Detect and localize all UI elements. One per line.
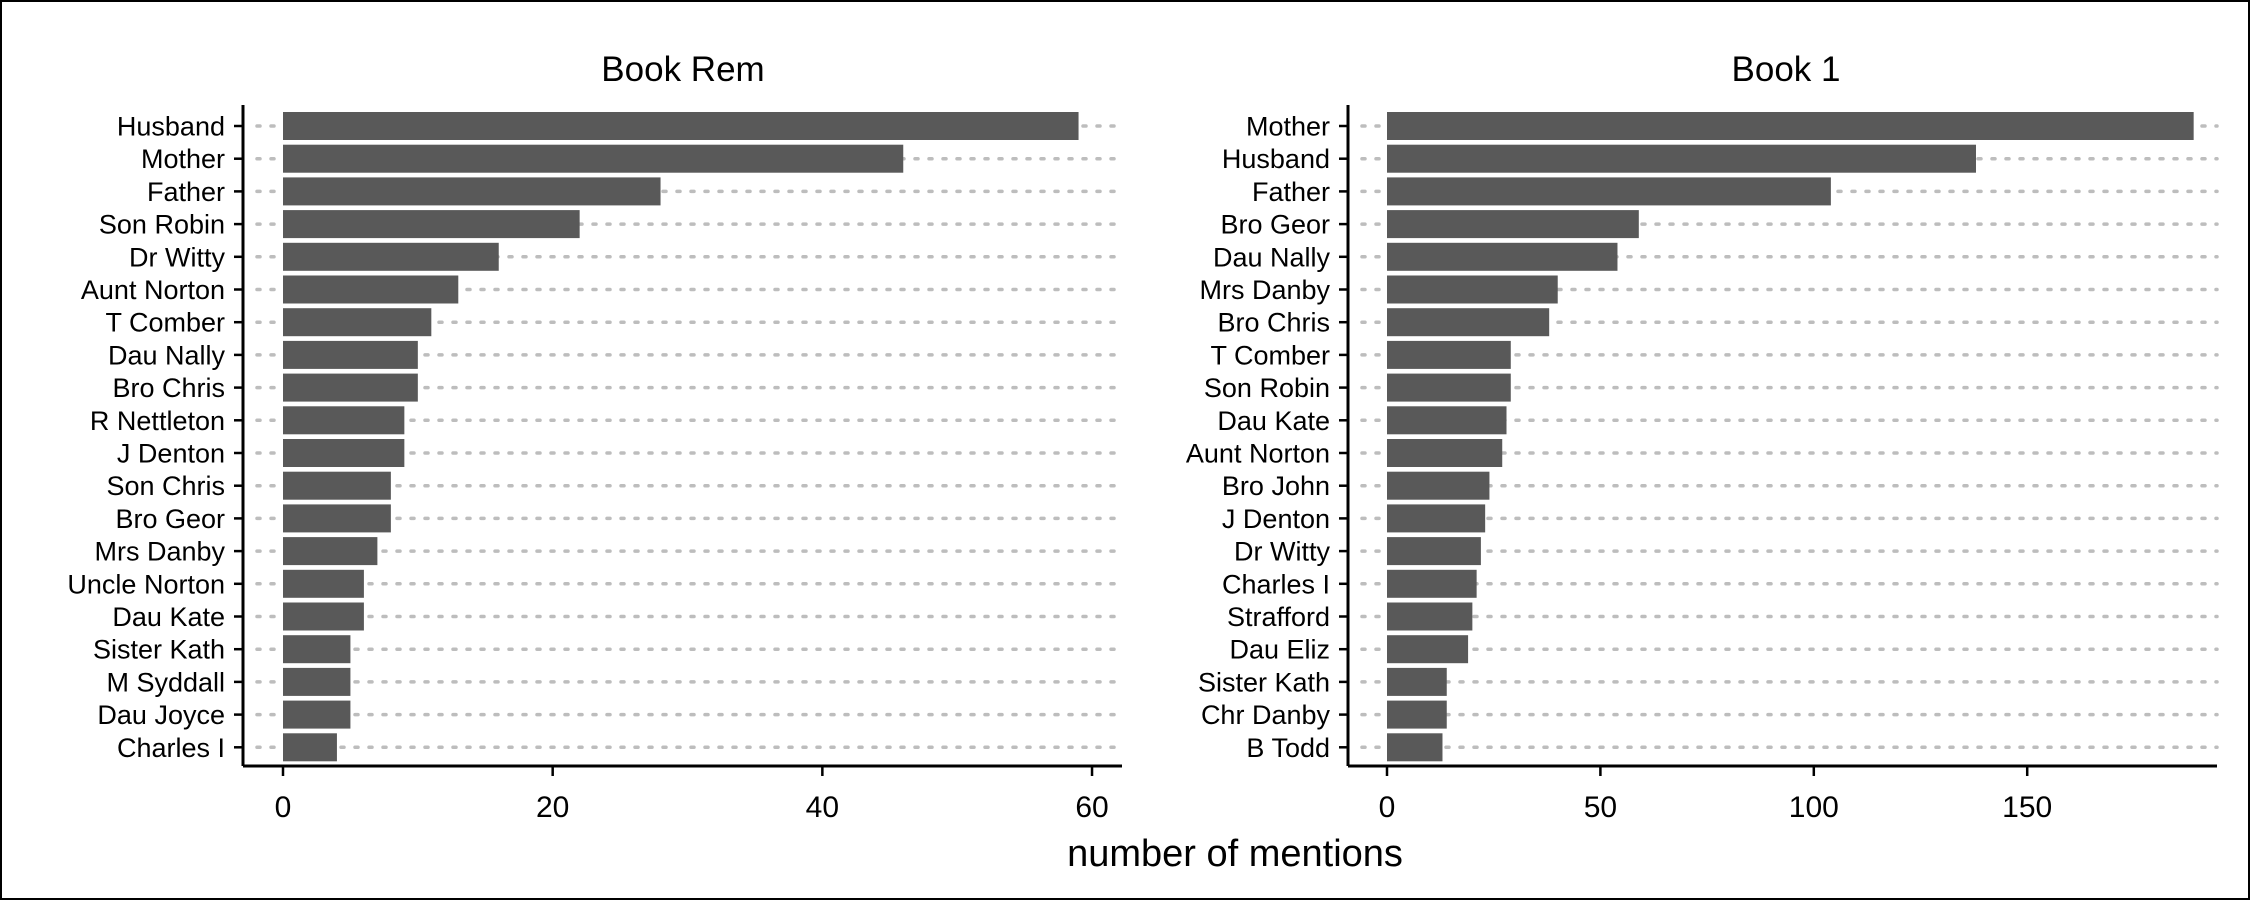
bar bbox=[1387, 667, 1447, 696]
bar bbox=[283, 177, 661, 206]
category-label: Son Robin bbox=[99, 210, 225, 240]
category-label: Bro Geor bbox=[1220, 210, 1330, 240]
category-label: Son Robin bbox=[1204, 373, 1330, 403]
category-label: Mrs Danby bbox=[1199, 275, 1330, 305]
bar bbox=[1387, 406, 1507, 435]
bar bbox=[283, 406, 405, 435]
category-label: Dau Kate bbox=[1217, 406, 1330, 436]
category-label: Mother bbox=[141, 144, 225, 174]
bar bbox=[283, 275, 459, 304]
category-label: Mother bbox=[1246, 112, 1330, 142]
bar bbox=[283, 700, 351, 729]
category-label: Sister Kath bbox=[1198, 667, 1330, 697]
bar bbox=[283, 667, 351, 696]
x-tick-label: 40 bbox=[806, 791, 839, 824]
category-label: Bro Chris bbox=[1217, 308, 1330, 338]
category-label: Dr Witty bbox=[129, 242, 225, 272]
bar bbox=[1387, 439, 1503, 467]
bar bbox=[1387, 210, 1639, 239]
category-label: Charles I bbox=[117, 733, 225, 763]
bar bbox=[283, 602, 364, 631]
bar bbox=[1387, 602, 1473, 631]
bar bbox=[1387, 242, 1618, 271]
category-label: Mrs Danby bbox=[94, 537, 225, 567]
panel-title: Book Rem bbox=[601, 50, 764, 89]
x-tick-label: 50 bbox=[1584, 791, 1617, 824]
bar bbox=[283, 112, 1079, 140]
category-label: Bro John bbox=[1222, 471, 1330, 501]
bar bbox=[1387, 340, 1511, 369]
x-tick-label: 150 bbox=[2002, 791, 2052, 824]
bar bbox=[283, 242, 499, 271]
bar bbox=[1387, 144, 1976, 173]
category-label: R Nettleton bbox=[90, 406, 225, 436]
category-label: Aunt Norton bbox=[81, 275, 225, 305]
bar bbox=[283, 308, 432, 337]
category-label: Dau Nally bbox=[1213, 242, 1331, 272]
bar bbox=[1387, 504, 1486, 533]
bar bbox=[1387, 569, 1477, 598]
x-tick-label: 0 bbox=[275, 791, 292, 824]
category-label: Uncle Norton bbox=[67, 569, 225, 599]
bar bbox=[1387, 733, 1443, 762]
category-label: Chr Danby bbox=[1201, 700, 1331, 730]
bar bbox=[1387, 635, 1469, 664]
bar bbox=[283, 144, 904, 173]
category-label: Dau Kate bbox=[112, 602, 225, 632]
x-tick-label: 100 bbox=[1789, 791, 1839, 824]
bar bbox=[283, 210, 580, 239]
bar bbox=[283, 504, 391, 533]
category-label: Strafford bbox=[1227, 602, 1330, 632]
bar bbox=[1387, 177, 1831, 206]
category-label: Charles I bbox=[1222, 569, 1330, 599]
bar bbox=[283, 569, 364, 598]
bar bbox=[1387, 471, 1490, 500]
category-label: Husband bbox=[1222, 144, 1330, 174]
category-label: Dr Witty bbox=[1234, 537, 1330, 567]
panel-title: Book 1 bbox=[1732, 50, 1841, 89]
category-label: Bro Geor bbox=[115, 504, 225, 534]
category-label: T Comber bbox=[1210, 340, 1330, 370]
category-label: T Comber bbox=[105, 308, 225, 338]
category-label: J Denton bbox=[117, 439, 225, 469]
bar bbox=[1387, 700, 1447, 729]
bar bbox=[1387, 112, 2194, 140]
category-label: Dau Eliz bbox=[1229, 635, 1330, 665]
category-label: Son Chris bbox=[106, 471, 225, 501]
category-label: Bro Chris bbox=[112, 373, 225, 403]
bar bbox=[1387, 373, 1511, 402]
bar bbox=[283, 733, 337, 762]
category-label: J Denton bbox=[1222, 504, 1330, 534]
category-label: B Todd bbox=[1246, 733, 1330, 763]
category-label: Dau Joyce bbox=[97, 700, 225, 730]
category-label: Aunt Norton bbox=[1186, 439, 1330, 469]
bar bbox=[1387, 308, 1550, 337]
category-label: Father bbox=[147, 177, 225, 207]
category-label: Sister Kath bbox=[93, 635, 225, 665]
category-label: Husband bbox=[117, 112, 225, 142]
category-label: Dau Nally bbox=[108, 340, 226, 370]
x-tick-label: 20 bbox=[536, 791, 569, 824]
x-tick-label: 0 bbox=[1379, 791, 1396, 824]
x-tick-label: 60 bbox=[1075, 791, 1108, 824]
category-label: Father bbox=[1252, 177, 1330, 207]
bar bbox=[283, 439, 405, 467]
category-label: M Syddall bbox=[106, 667, 225, 697]
bar bbox=[283, 373, 418, 402]
bar bbox=[283, 340, 418, 369]
bar bbox=[283, 635, 351, 664]
bar bbox=[1387, 275, 1558, 304]
bar bbox=[283, 537, 378, 566]
bar bbox=[283, 471, 391, 500]
x-axis-title: number of mentions bbox=[1067, 833, 1403, 875]
bar bbox=[1387, 537, 1481, 566]
